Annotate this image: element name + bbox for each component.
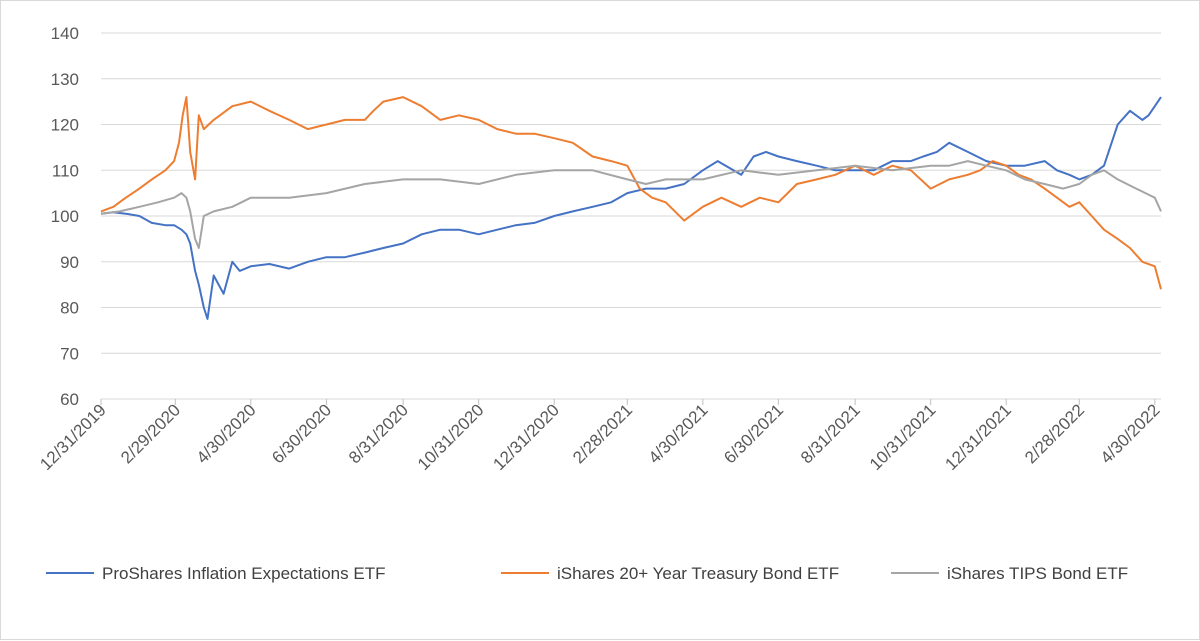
x-tick-label: 2/28/2021 [569, 400, 636, 467]
y-tick-label: 110 [52, 161, 79, 180]
y-tick-label: 100 [51, 207, 79, 226]
y-tick-label: 130 [51, 70, 79, 89]
x-tick-label: 2/29/2020 [117, 400, 184, 467]
y-tick-label: 60 [60, 390, 79, 409]
y-tick-label: 120 [51, 116, 79, 135]
x-tick-label: 8/31/2020 [345, 400, 412, 467]
x-tick-label: 8/31/2021 [797, 400, 864, 467]
x-tick-label: 6/30/2021 [720, 400, 787, 467]
legend-label-0: ProShares Inflation Expectations ETF [102, 564, 385, 583]
x-tick-label: 12/31/2019 [36, 400, 110, 474]
x-tick-label: 6/30/2020 [268, 400, 335, 467]
x-tick-label: 10/31/2021 [866, 400, 940, 474]
series-line-2 [100, 160, 1162, 249]
x-tick-label: 10/31/2020 [414, 400, 488, 474]
y-tick-label: 80 [60, 299, 79, 318]
series-line-0 [100, 96, 1162, 320]
x-tick-label: 4/30/2022 [1097, 400, 1164, 467]
y-tick-label: 90 [60, 253, 79, 272]
y-tick-label: 140 [51, 24, 79, 43]
x-tick-label: 2/28/2022 [1021, 400, 1088, 467]
legend-label-1: iShares 20+ Year Treasury Bond ETF [557, 564, 839, 583]
legend-label-2: iShares TIPS Bond ETF [947, 564, 1128, 583]
series-line-1 [100, 96, 1162, 290]
x-tick-label: 4/30/2021 [645, 400, 712, 467]
y-tick-label: 70 [60, 344, 79, 363]
x-tick-label: 12/31/2020 [489, 400, 563, 474]
x-tick-label: 4/30/2020 [193, 400, 260, 467]
x-tick-label: 12/31/2021 [941, 400, 1015, 474]
